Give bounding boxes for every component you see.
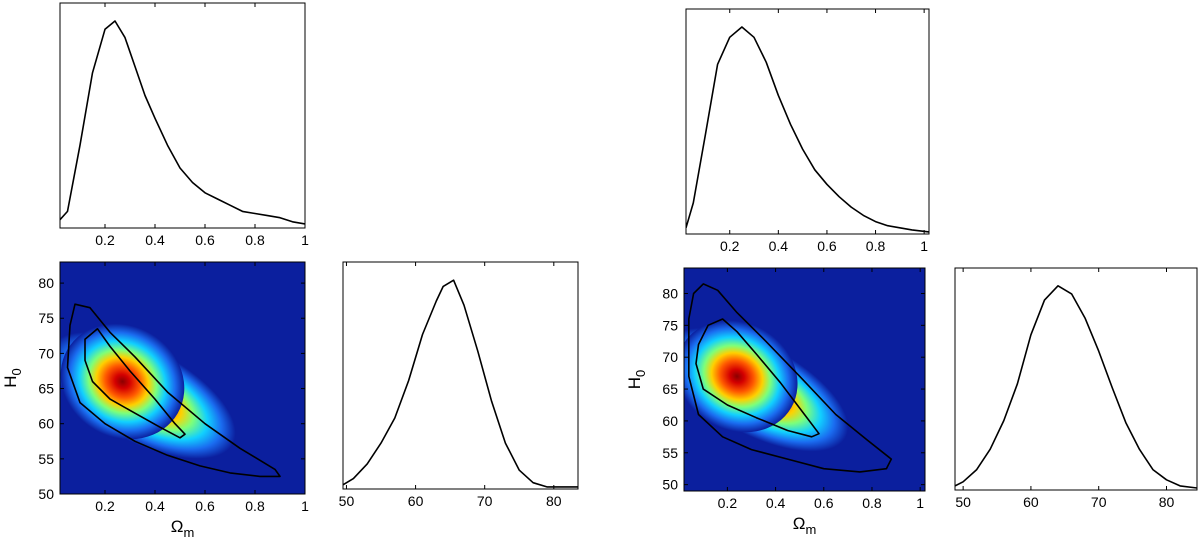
right_joint-density [684, 283, 893, 473]
left_h0_marginal-curve [343, 279, 578, 488]
left_joint-contour-inner [84, 328, 186, 439]
right_h0_marginal-curve [955, 285, 1197, 489]
left_joint-xtick-label: 1 [301, 498, 309, 514]
right_joint-xtick-label: 1 [916, 495, 924, 511]
right_joint-ytick-label: 60 [662, 413, 678, 429]
right_h0_marginal-xtick-label: 50 [955, 494, 971, 510]
right_joint-xlabel: Ωm [793, 514, 817, 537]
left_h0_marginal-xtick-label: 80 [546, 493, 562, 509]
right_omega_marginal-curve [686, 26, 929, 233]
left_h0_marginal-xtick-label: 60 [408, 493, 424, 509]
right_joint-ytick-label: 70 [662, 349, 678, 365]
right_h0_marginal-xtick-label: 70 [1091, 494, 1107, 510]
left_joint-axes-frame [59, 261, 306, 495]
right_joint-xtick-label: 0.8 [862, 495, 882, 511]
left_omega_marginal-xtick-label: 0.8 [245, 232, 265, 248]
right_joint-ytick-label: 50 [662, 477, 678, 493]
right_omega_marginal-xtick-label: 0.6 [817, 238, 837, 254]
right_joint-contour-inner [695, 318, 820, 438]
left_h0_marginal-xtick-label: 70 [477, 493, 493, 509]
left_omega_marginal-curve [60, 20, 305, 225]
right_h0_marginal-xtick-label: 80 [1159, 494, 1175, 510]
right_omega_marginal-background [686, 9, 929, 234]
left_omega_marginal-xtick-label: 0.2 [95, 232, 115, 248]
right_joint-ylabel-main: H [625, 377, 644, 389]
left_joint-xlabel: Ωm [171, 517, 195, 540]
left_joint-density [60, 303, 281, 478]
left_joint-xlabel-main: Ω [171, 517, 184, 536]
right_joint-xtick-label: 0.2 [718, 495, 738, 511]
left_omega_marginal-xtick-label: 0.6 [195, 232, 215, 248]
left_joint-ytick-label: 80 [38, 275, 54, 291]
left_h0_marginal-panel: 50 60 70 80 [339, 261, 579, 509]
right_joint-ylabel-sub: 0 [633, 370, 648, 377]
right_joint-ytick-label: 75 [662, 317, 678, 333]
left_joint-panel: 0.2 0.4 0.6 0.8 1 50 55 60 65 70 75 80 Ωm H0 [1, 261, 309, 540]
right_joint-ytick-label: 65 [662, 381, 678, 397]
left_h0_marginal-xtick-label: 50 [339, 493, 355, 509]
left_joint-xtick-label: 0.8 [245, 498, 265, 514]
right_joint-contour-outer [688, 283, 893, 473]
left_joint-ytick-label: 60 [38, 416, 54, 432]
right_omega_marginal-panel: 0.2 0.4 0.6 0.8 1 [685, 8, 930, 254]
right_joint-axes-frame [683, 267, 926, 492]
left_joint-ylabel-sub: 0 [9, 368, 24, 375]
right_joint-ytick-label: 55 [662, 445, 678, 461]
left_h0_marginal-axes-frame [342, 261, 579, 490]
left_joint-xtick-label: 0.4 [145, 498, 165, 514]
right_omega_marginal-axes-frame [685, 8, 930, 235]
left_joint-ytick-label: 50 [38, 486, 54, 502]
left_omega_marginal-xtick-label: 1 [301, 232, 309, 248]
right_joint-xlabel-main: Ω [793, 514, 806, 533]
right_omega_marginal-xtick-label: 0.2 [720, 238, 740, 254]
left_joint-ytick-label: 75 [38, 310, 54, 326]
right_joint-ytick-label: 80 [662, 285, 678, 301]
left_joint-ylabel: H0 [1, 368, 24, 388]
left_joint-ytick-label: 70 [38, 345, 54, 361]
right_joint-density-core [684, 320, 798, 433]
left_joint-ytick-label: 65 [38, 381, 54, 397]
left_h0_marginal-background [343, 262, 578, 489]
right_h0_marginal-panel: 50 60 70 80 [954, 267, 1198, 510]
left_joint-xtick-label: 0.6 [195, 498, 215, 514]
left_joint-contour-outer [66, 303, 281, 478]
left_omega_marginal-axes-frame [59, 2, 306, 229]
right_omega_marginal-xtick-label: 0.8 [866, 238, 886, 254]
right_omega_marginal-xtick-label: 0.4 [769, 238, 789, 254]
right_joint-ylabel: H0 [625, 370, 648, 390]
left_joint-density-core [60, 323, 185, 440]
right_h0_marginal-xtick-label: 60 [1023, 494, 1039, 510]
left_joint-ytick-label: 55 [38, 451, 54, 467]
left_joint-ylabel-main: H [1, 375, 20, 387]
right_joint-xlabel-sub: m [805, 522, 816, 537]
left_joint-xlabel-sub: m [183, 525, 194, 540]
right_joint-xtick-label: 0.4 [766, 495, 786, 511]
left_joint-xtick-label: 0.2 [95, 498, 115, 514]
left_omega_marginal-xtick-label: 0.4 [145, 232, 165, 248]
right_omega_marginal-xtick-label: 1 [920, 238, 928, 254]
right_h0_marginal-axes-frame [954, 267, 1198, 491]
left_omega_marginal-panel: 0.2 0.4 0.6 0.8 1 [59, 2, 309, 248]
right_h0_marginal-background [955, 268, 1197, 490]
right_joint-xtick-label: 0.6 [814, 495, 834, 511]
right_joint-panel: 0.2 0.4 0.6 0.8 1 50 55 60 65 70 75 80 Ωm H0 [625, 267, 926, 537]
left_omega_marginal-background [60, 3, 305, 228]
